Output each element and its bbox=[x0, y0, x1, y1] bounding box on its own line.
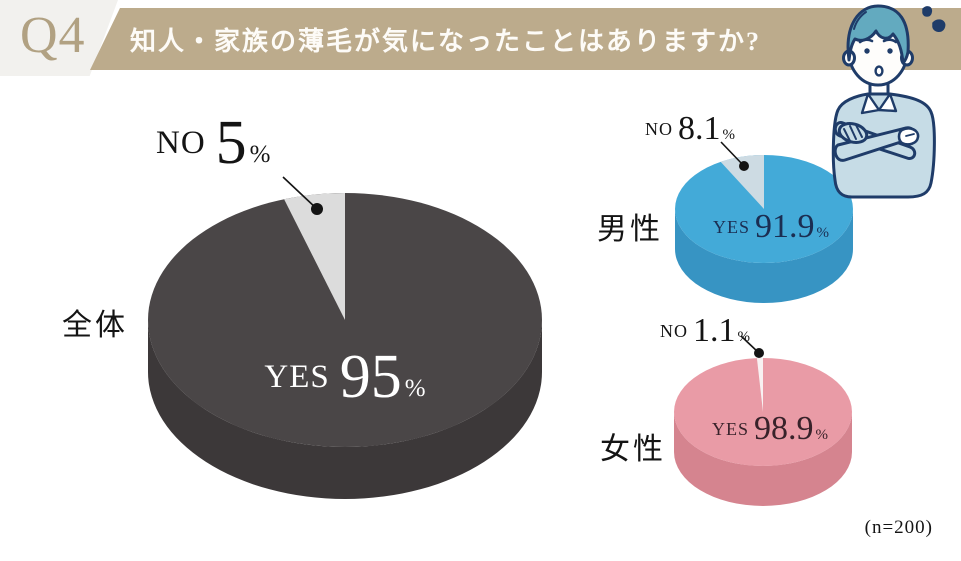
male-no-leader-dot bbox=[739, 161, 749, 171]
percent-sign: % bbox=[404, 375, 426, 402]
male-no-value: 8.1 bbox=[678, 110, 721, 147]
female-pie-no-slice bbox=[756, 357, 763, 412]
title-band: 知人・家族の薄毛が気になったことはありますか? bbox=[90, 8, 961, 70]
overall-no-value: 5 bbox=[215, 109, 247, 177]
no-prefix: NO bbox=[156, 124, 206, 161]
person-illustration bbox=[831, 4, 946, 199]
no-prefix: NO bbox=[660, 321, 688, 341]
male-yes-label: YES 91.9% bbox=[713, 210, 829, 244]
no-prefix: NO bbox=[645, 119, 673, 139]
overall-no-leader-line bbox=[282, 176, 318, 210]
sweat-drop-icon bbox=[932, 19, 946, 32]
female-no-leader-dot bbox=[754, 348, 764, 358]
collar bbox=[860, 92, 881, 115]
yes-prefix: YES bbox=[712, 217, 751, 237]
overall-no-label: NO 5% bbox=[156, 112, 271, 174]
male-pie-side bbox=[675, 209, 853, 303]
question-number-box: Q4 bbox=[0, 0, 118, 76]
female-no-value: 1.1 bbox=[693, 312, 736, 349]
male-pie-no-slice bbox=[720, 154, 764, 209]
female-group-label: 女性 bbox=[600, 433, 666, 466]
female-no-label: NO 1.1% bbox=[660, 314, 750, 348]
collar bbox=[877, 92, 898, 113]
finger-line bbox=[905, 133, 915, 137]
overall-yes-label: YES 95% bbox=[264, 346, 425, 408]
overall-pie-no-slice bbox=[284, 192, 345, 320]
female-yes-label: YES 98.9% bbox=[712, 412, 828, 446]
eyebrow bbox=[858, 38, 874, 44]
sleeve-hatch bbox=[843, 124, 863, 142]
yes-prefix: YES bbox=[264, 358, 330, 395]
male-no-leader-line bbox=[720, 141, 745, 167]
question-number: Q4 bbox=[20, 7, 86, 64]
male-no-label: NO 8.1% bbox=[645, 112, 735, 146]
percent-sign: % bbox=[722, 127, 736, 143]
percent-sign: % bbox=[249, 141, 271, 168]
mouth bbox=[874, 65, 884, 77]
female-pie-side bbox=[674, 412, 852, 506]
overall-group-label: 全体 bbox=[62, 309, 128, 342]
percent-sign: % bbox=[815, 427, 829, 443]
male-group-label: 男性 bbox=[597, 213, 663, 246]
question-title: 知人・家族の薄毛が気になったことはありますか? bbox=[130, 26, 762, 56]
hand bbox=[897, 127, 920, 146]
male-yes-value: 91.9 bbox=[755, 208, 815, 245]
sample-size-note: (n=200) bbox=[864, 517, 933, 538]
yes-prefix: YES bbox=[711, 419, 750, 439]
overall-no-leader-dot bbox=[311, 203, 323, 215]
hair bbox=[846, 4, 910, 65]
eye bbox=[864, 48, 870, 54]
female-yes-value: 98.9 bbox=[754, 410, 814, 447]
eye bbox=[887, 48, 893, 54]
percent-sign: % bbox=[737, 329, 751, 345]
sweat-drop-icon bbox=[922, 6, 933, 17]
eyebrow bbox=[882, 38, 898, 44]
overall-yes-value: 95 bbox=[339, 343, 402, 411]
hair-strand bbox=[853, 11, 867, 30]
overall-pie-side bbox=[148, 320, 542, 499]
percent-sign: % bbox=[816, 225, 830, 241]
